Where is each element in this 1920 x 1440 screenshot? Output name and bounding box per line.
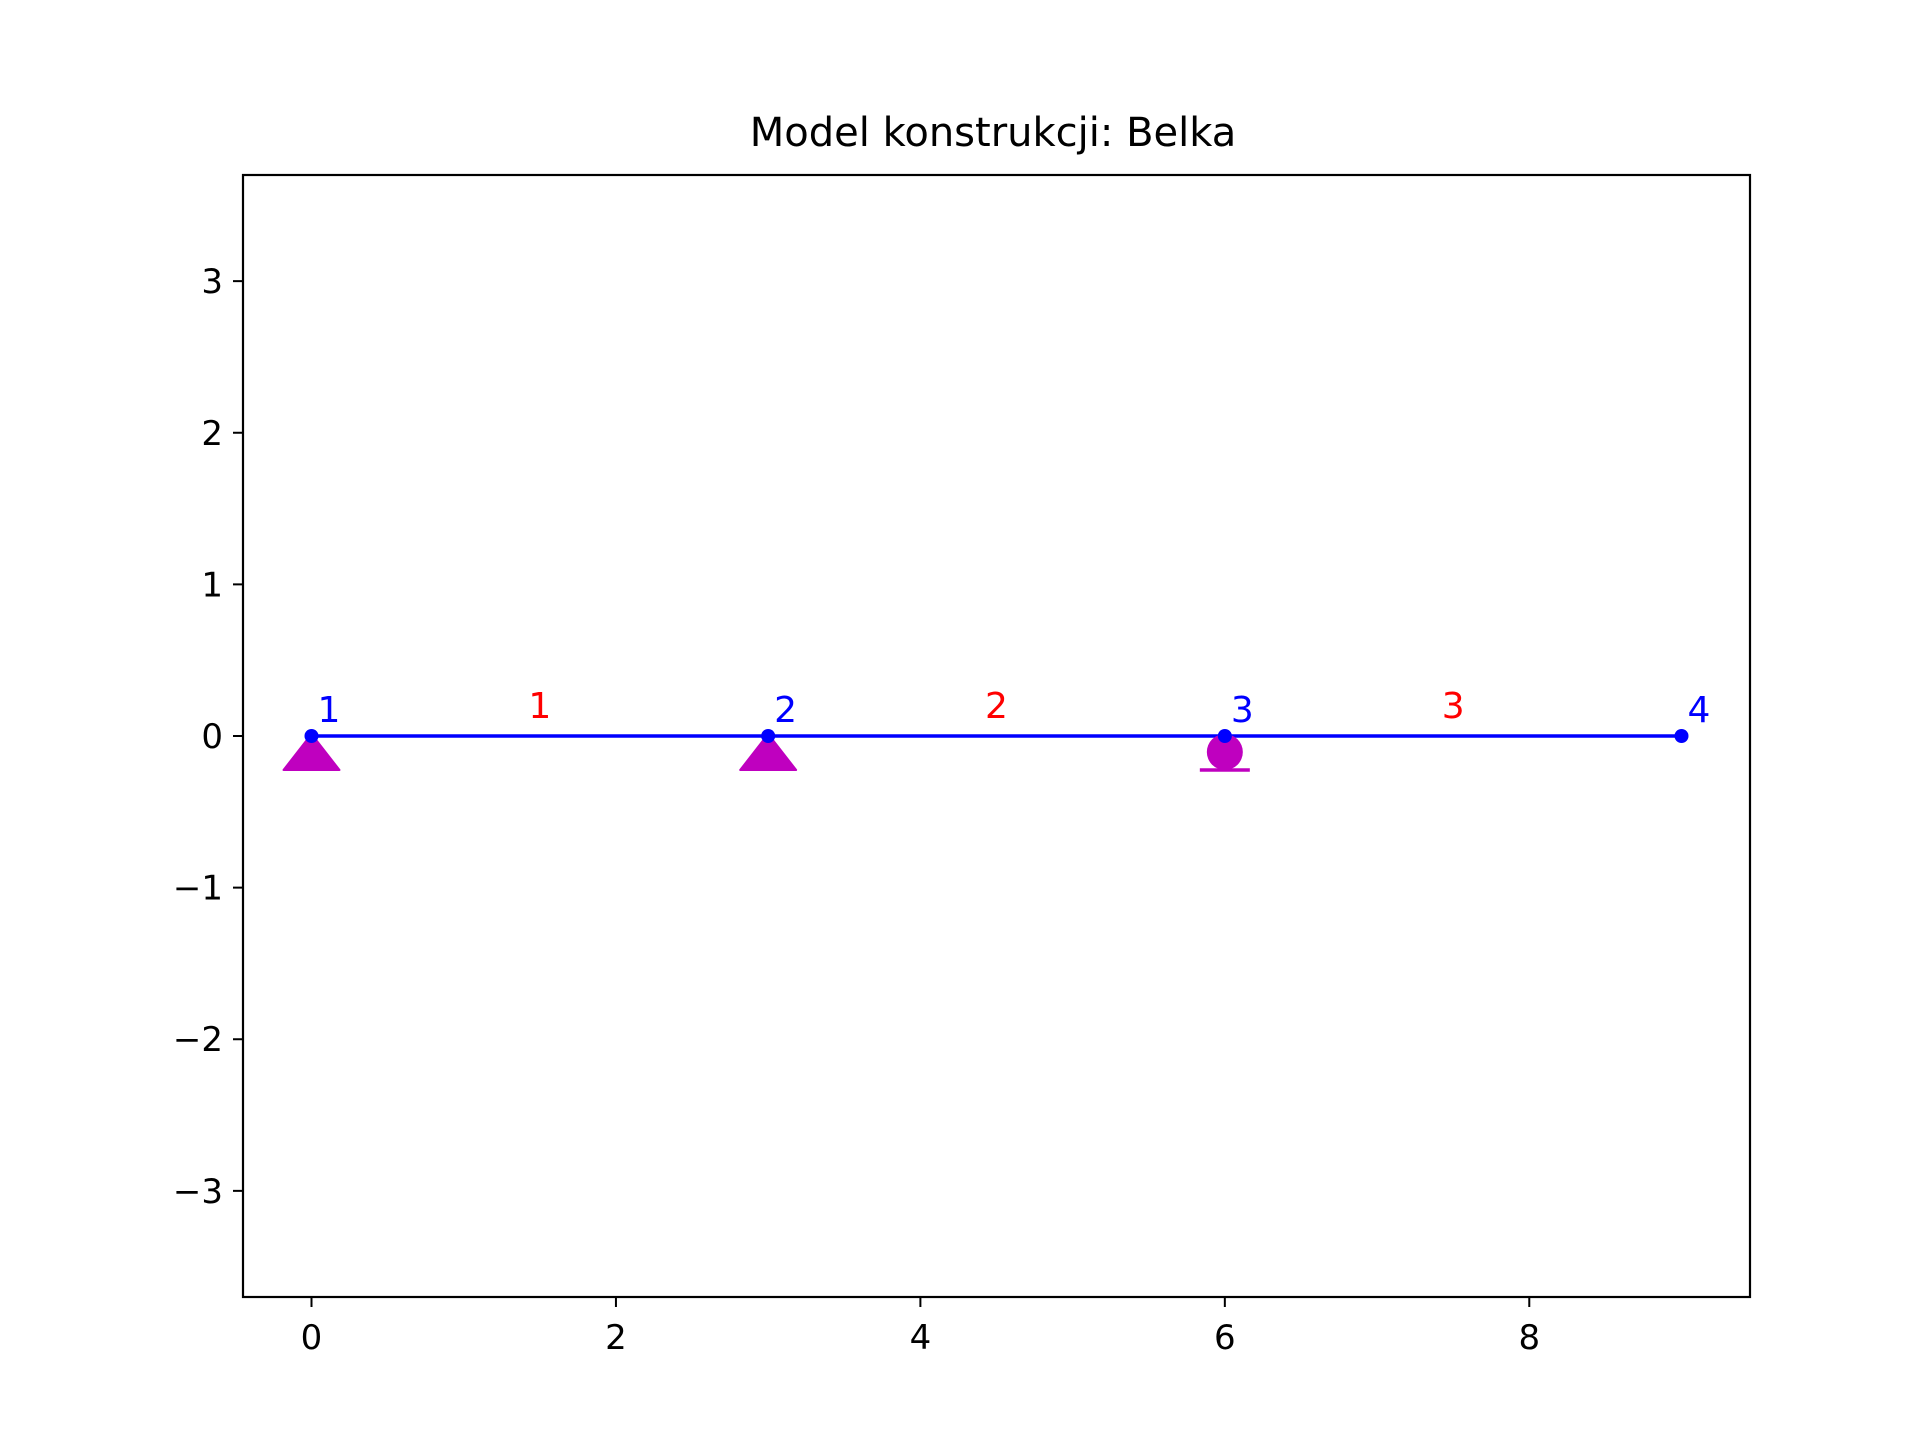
node-point bbox=[1674, 729, 1689, 743]
y-tick-label: −3 bbox=[173, 1172, 223, 1212]
element-label: 2 bbox=[985, 686, 1008, 727]
plot-area: 0 2 4 6 8 −3 −2 −1 0 1 2 3 1 2 3 1 2 3 4 bbox=[173, 262, 1711, 1358]
x-tick-label: 8 bbox=[1518, 1318, 1540, 1358]
element-label: 3 bbox=[1442, 686, 1465, 727]
pinned-support bbox=[739, 733, 798, 771]
element-label: 1 bbox=[528, 686, 551, 727]
roller-support bbox=[1206, 734, 1243, 770]
y-tick-label: 3 bbox=[201, 262, 223, 302]
y-tick-label: 1 bbox=[201, 565, 223, 605]
axes-frame bbox=[241, 173, 1752, 1299]
pinned-support bbox=[282, 733, 341, 771]
node-label: 3 bbox=[1231, 690, 1254, 731]
x-tick-label: 0 bbox=[301, 1318, 323, 1358]
y-tick-label: 2 bbox=[201, 414, 223, 454]
x-tick-label: 6 bbox=[1214, 1318, 1236, 1358]
node-label: 2 bbox=[774, 690, 797, 731]
y-tick-label: −1 bbox=[173, 869, 223, 909]
node-label: 1 bbox=[318, 690, 341, 731]
node-point bbox=[1217, 729, 1232, 743]
x-tick-label: 2 bbox=[605, 1318, 627, 1358]
chart-title: Model konstrukcji: Belka bbox=[750, 110, 1236, 156]
y-tick-label: −2 bbox=[173, 1020, 223, 1060]
x-tick-label: 4 bbox=[910, 1318, 932, 1358]
node-point bbox=[304, 729, 319, 743]
node-label: 4 bbox=[1688, 690, 1711, 731]
node-point bbox=[761, 729, 776, 743]
y-tick-label: 0 bbox=[201, 717, 223, 757]
